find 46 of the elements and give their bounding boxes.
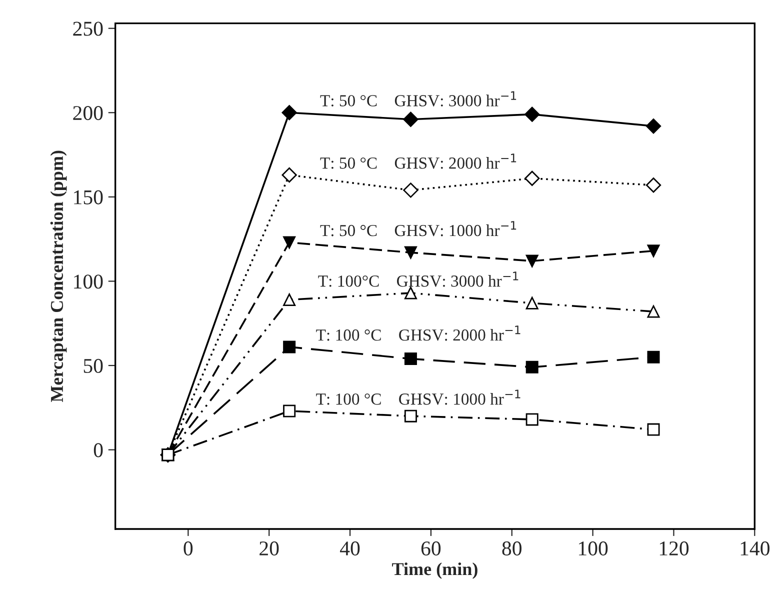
y-tick-label: 100	[74, 274, 103, 289]
x-tick-label: 60	[421, 541, 441, 556]
series-label: T: 50 °C GHSV: 2000 hr$^{−1}$	[320, 154, 516, 169]
point	[403, 112, 418, 127]
point	[403, 182, 418, 198]
point	[524, 170, 540, 186]
point	[524, 106, 540, 122]
x-tick-label: 20	[260, 541, 279, 556]
point	[283, 340, 296, 354]
point	[526, 413, 538, 426]
point	[526, 296, 538, 310]
y-tick-label: 250	[73, 22, 103, 36]
series-label: T: 50 °C GHSV: 3000 hr$^{−1}$	[320, 91, 516, 106]
point	[282, 105, 297, 120]
point	[404, 246, 417, 259]
point	[283, 404, 296, 418]
y-tick-label: 0	[94, 443, 103, 458]
series-label: T: 100 °C GHSV: 1000 hr$^{−1}$	[316, 390, 520, 405]
x-tick-label: 40	[340, 541, 360, 556]
point	[647, 423, 660, 436]
x-tick-label: 0	[184, 541, 193, 556]
point	[283, 294, 296, 306]
point	[526, 360, 538, 374]
x-tick-label: 80	[502, 541, 522, 556]
point	[404, 352, 417, 366]
point	[282, 167, 297, 183]
series-label: T: 100 °C GHSV: 2000 hr$^{−1}$	[316, 326, 520, 341]
y-tick-label: 200	[73, 106, 103, 120]
point	[283, 236, 296, 249]
x-axis-title: Time (min)	[392, 562, 478, 579]
y-tick-label: 50	[84, 358, 103, 373]
x-tick-label: 100	[579, 541, 608, 556]
x-tick-label: 120	[660, 541, 689, 556]
point	[647, 305, 660, 318]
series-label: T: 100°C GHSV: 3000 hr$^{−1}$	[318, 272, 518, 287]
point	[404, 410, 417, 422]
point	[526, 254, 538, 268]
series-label: T: 50 °C GHSV: 1000 hr$^{−1}$	[320, 221, 516, 236]
point	[646, 118, 662, 134]
y-axis-title: Mercaptan Concentration (ppm)	[50, 150, 67, 402]
point	[404, 286, 417, 300]
point	[646, 178, 662, 193]
x-tick-label: 140	[740, 541, 770, 556]
point	[647, 244, 660, 258]
point	[647, 350, 660, 364]
y-tick-label: 150	[74, 190, 103, 204]
